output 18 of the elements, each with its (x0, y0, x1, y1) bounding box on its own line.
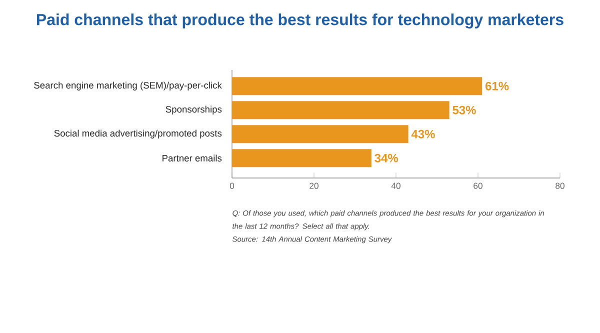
y-tick-label: Sponsorships (166, 106, 222, 114)
y-tick-label: Social media advertising/promoted posts (54, 130, 222, 138)
y-tick-label: Partner emails (162, 154, 222, 162)
bar (232, 77, 482, 96)
x-tick-label: 0 (230, 182, 234, 189)
x-tick-label: 40 (391, 182, 400, 189)
data-label: 43% (411, 130, 435, 138)
data-label: 34% (374, 154, 398, 162)
y-tick-label: Search engine marketing (SEM)/pay-per-click (34, 82, 222, 90)
x-tick-label: 20 (310, 182, 318, 189)
bar (232, 149, 372, 168)
data-label: 53% (452, 106, 476, 114)
data-label: 61% (485, 82, 509, 90)
chart-title: Paid channels that produce the best results for technology marketers (37, 14, 564, 28)
bar (232, 101, 450, 120)
x-tick-label: 60 (474, 182, 482, 189)
x-tick-label: 80 (556, 182, 564, 189)
bar (232, 125, 408, 144)
